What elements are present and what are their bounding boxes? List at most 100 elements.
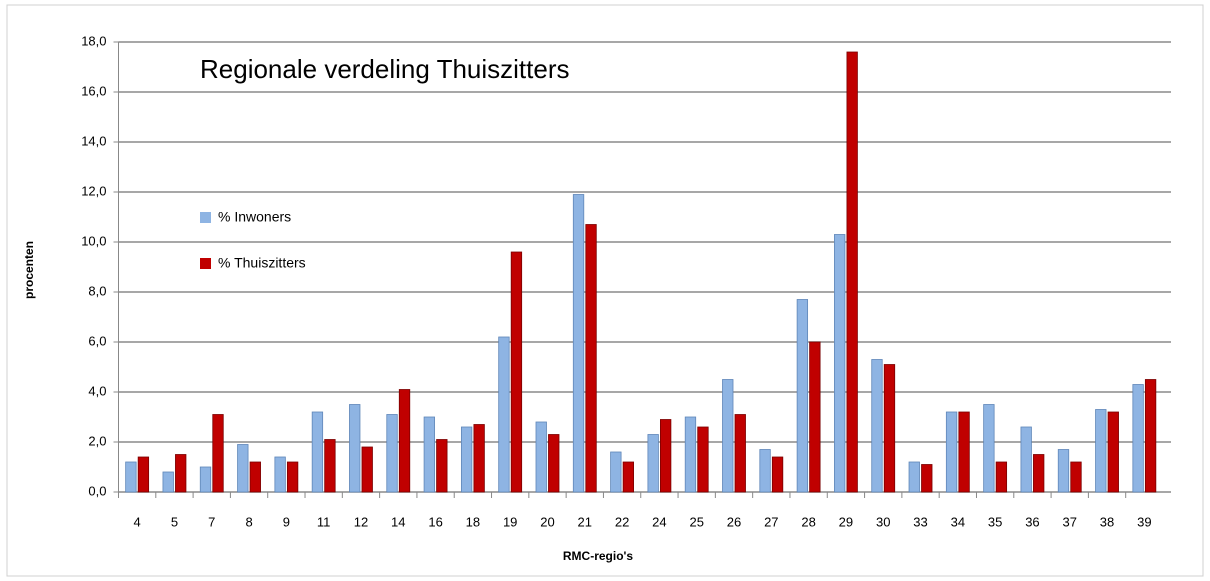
x-tick-label: 27 [764,514,778,529]
bar [585,224,597,493]
bar [622,461,634,493]
x-tick-label: 5 [171,514,178,529]
x-tick-label: 28 [801,514,815,529]
bar [212,414,224,493]
x-tick-label: 7 [208,514,215,529]
bar [311,411,324,493]
y-tick-label: 4,0 [88,383,106,398]
bar [175,454,187,493]
y-tick-label: 6,0 [88,333,106,348]
bar [759,449,771,493]
bar [436,439,448,493]
bar [871,359,883,493]
y-tick-label: 18,0 [81,33,106,48]
x-tick-label: 9 [283,514,290,529]
x-tick-label: 16 [428,514,442,529]
bar [1057,449,1070,493]
bar [995,461,1008,493]
y-tick-label: 0,0 [88,483,106,498]
x-tick-label: 39 [1137,514,1151,529]
legend-label: % Inwoners [218,209,291,225]
legend-label: % Thuiszitters [218,255,306,271]
bar [834,234,846,493]
bar [386,414,398,493]
x-tick-label: 35 [988,514,1002,529]
bar [398,389,411,493]
bar [945,411,958,493]
bar [697,426,709,493]
x-tick-label: 18 [466,514,480,529]
y-axis-title: procenten [22,241,36,299]
x-tick-label: 4 [134,514,141,529]
bar [286,461,299,493]
bar [1107,411,1119,493]
bar [660,419,672,493]
x-tick-label: 20 [540,514,554,529]
bar [548,434,560,493]
bar [1144,379,1157,493]
x-tick-label: 11 [317,514,331,529]
bar [473,424,485,493]
x-tick-label: 8 [245,514,252,529]
y-tick-label: 2,0 [88,433,106,448]
x-tick-label: 33 [913,514,927,529]
y-tick-label: 14,0 [81,133,106,148]
bar [983,404,995,493]
bar [125,461,137,493]
y-tick-label: 12,0 [81,183,106,198]
x-tick-label: 14 [391,514,405,529]
bar [361,446,373,493]
bar [460,426,473,493]
x-tick-label: 22 [615,514,629,529]
bar [1020,426,1032,493]
bar [846,51,858,493]
bar [498,336,510,493]
bar [274,456,286,493]
bar [908,461,920,493]
x-axis-title: RMC-regio's [563,549,634,563]
x-tick-label: 21 [578,514,592,529]
legend-swatch [200,258,211,269]
x-tick-label: 38 [1100,514,1114,529]
bar [199,466,212,493]
y-tick-label: 10,0 [81,233,106,248]
x-tick-label: 34 [951,514,965,529]
bar [237,444,249,493]
x-tick-label: 12 [354,514,368,529]
legend-swatch [200,212,211,223]
bar [610,451,622,493]
bar [535,421,547,493]
x-tick-label: 30 [876,514,890,529]
x-tick-label: 26 [727,514,741,529]
x-tick-label: 36 [1025,514,1039,529]
x-tick-label: 19 [503,514,517,529]
bar [324,439,336,493]
x-tick-label: 37 [1063,514,1077,529]
bar [921,464,933,493]
bar [249,461,261,493]
bar [796,299,809,493]
bar [647,434,659,493]
bar [883,364,896,493]
bar [349,404,361,493]
x-tick-label: 29 [839,514,853,529]
x-tick-label: 25 [689,514,703,529]
y-tick-label: 16,0 [81,83,106,98]
bar [1033,454,1045,493]
y-tick-label: 8,0 [88,283,106,298]
bar [734,414,746,493]
bar [722,379,734,493]
bar [137,456,150,493]
bar [771,456,784,493]
bar [958,411,970,493]
bar [162,471,174,493]
bar [809,341,821,493]
bar [423,416,435,493]
bar [1070,461,1082,493]
bar [572,194,585,493]
chart-title: Regionale verdeling Thuiszitters [200,54,570,84]
bar [1095,409,1107,493]
bar [684,416,697,493]
bar [1132,384,1144,493]
